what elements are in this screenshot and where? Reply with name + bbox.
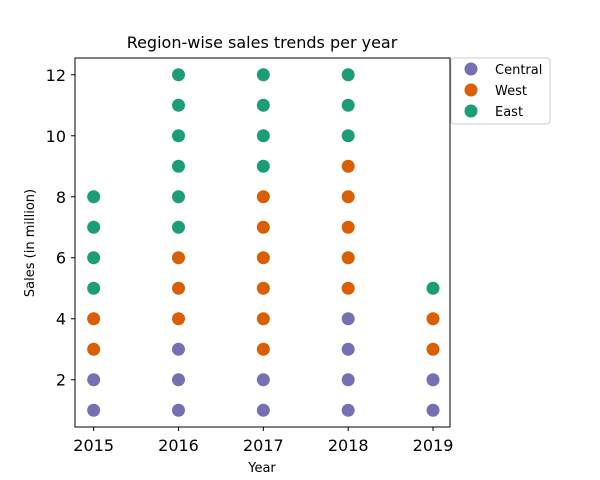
data-point-east bbox=[172, 190, 186, 204]
x-tick-label: 2016 bbox=[158, 436, 199, 455]
data-point-east bbox=[87, 281, 101, 295]
x-tick-label: 2015 bbox=[73, 436, 114, 455]
y-tick-label: 6 bbox=[56, 249, 66, 268]
legend-label-east: East bbox=[495, 105, 523, 120]
x-tick-label: 2019 bbox=[413, 436, 454, 455]
data-point-east bbox=[426, 281, 440, 295]
y-axis: 2 4 6 8 10 12 bbox=[46, 66, 75, 390]
legend-label-central: Central bbox=[495, 63, 542, 78]
data-point-east bbox=[341, 98, 355, 112]
data-point-east bbox=[256, 98, 270, 112]
data-point-west bbox=[256, 220, 270, 234]
data-point-east bbox=[341, 129, 355, 143]
data-point-central bbox=[426, 373, 440, 387]
data-point-west bbox=[256, 251, 270, 265]
y-tick-label: 10 bbox=[46, 127, 66, 146]
data-point-central bbox=[172, 342, 186, 356]
y-tick-label: 8 bbox=[56, 188, 66, 207]
data-point-west bbox=[256, 342, 270, 356]
data-point-west bbox=[256, 190, 270, 204]
y-tick-label: 4 bbox=[56, 310, 66, 329]
data-point-west bbox=[341, 159, 355, 173]
legend-marker-west bbox=[464, 83, 478, 97]
data-point-west bbox=[256, 281, 270, 295]
data-point-east bbox=[172, 68, 186, 82]
data-point-east bbox=[87, 251, 101, 265]
x-tick-label: 2018 bbox=[328, 436, 369, 455]
data-point-central bbox=[256, 373, 270, 387]
data-point-central bbox=[87, 403, 101, 417]
y-axis-label: Sales (in million) bbox=[23, 189, 38, 297]
chart-title: Region-wise sales trends per year bbox=[127, 33, 398, 52]
data-point-west bbox=[426, 342, 440, 356]
data-point-west bbox=[87, 342, 101, 356]
y-tick-label: 12 bbox=[46, 66, 66, 85]
data-point-central bbox=[87, 373, 101, 387]
data-point-east bbox=[256, 159, 270, 173]
plot-area-frame bbox=[74, 57, 451, 428]
data-point-central bbox=[426, 403, 440, 417]
data-point-central bbox=[172, 403, 186, 417]
legend-label-west: West bbox=[495, 84, 527, 99]
data-point-west bbox=[172, 312, 186, 326]
x-axis: 2015 2016 2017 2018 2019 bbox=[73, 427, 453, 455]
data-point-central bbox=[341, 312, 355, 326]
legend: Central West East bbox=[450, 57, 551, 125]
data-point-east bbox=[87, 220, 101, 234]
data-points bbox=[87, 68, 440, 417]
data-point-east bbox=[256, 129, 270, 143]
data-point-west bbox=[256, 312, 270, 326]
legend-marker-east bbox=[464, 104, 478, 118]
y-tick-label: 2 bbox=[56, 371, 66, 390]
data-point-central bbox=[256, 403, 270, 417]
data-point-east bbox=[172, 159, 186, 173]
data-point-east bbox=[87, 190, 101, 204]
data-point-west bbox=[341, 190, 355, 204]
x-axis-label: Year bbox=[247, 461, 276, 476]
data-point-west bbox=[87, 312, 101, 326]
data-point-west bbox=[426, 312, 440, 326]
x-tick-label: 2017 bbox=[243, 436, 284, 455]
data-point-east bbox=[172, 98, 186, 112]
legend-marker-central bbox=[464, 62, 478, 76]
data-point-central bbox=[341, 373, 355, 387]
data-point-east bbox=[172, 129, 186, 143]
data-point-central bbox=[341, 342, 355, 356]
data-point-east bbox=[256, 68, 270, 82]
data-point-west bbox=[172, 251, 186, 265]
data-point-central bbox=[341, 403, 355, 417]
data-point-east bbox=[341, 68, 355, 82]
data-point-west bbox=[341, 220, 355, 234]
data-point-west bbox=[341, 251, 355, 265]
data-point-central bbox=[172, 373, 186, 387]
data-point-west bbox=[172, 281, 186, 295]
data-point-east bbox=[172, 220, 186, 234]
data-point-west bbox=[341, 281, 355, 295]
